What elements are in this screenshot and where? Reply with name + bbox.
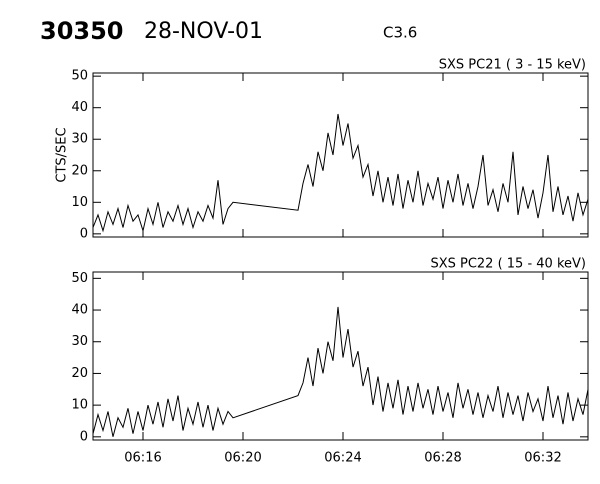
y-tick-label: 20 bbox=[71, 366, 88, 381]
y-tick-label: 30 bbox=[71, 132, 88, 147]
plot-frame bbox=[92, 72, 589, 238]
y-tick-label: 0 bbox=[80, 429, 88, 444]
y-tick-label: 10 bbox=[71, 195, 88, 210]
panel-title: SXS PC21 ( 3 - 15 keV) bbox=[439, 58, 586, 73]
y-axis-label: CTS/SEC bbox=[55, 127, 70, 182]
y-tick-label: 10 bbox=[71, 398, 88, 413]
panel-title: SXS PC22 ( 15 - 40 keV) bbox=[430, 257, 586, 272]
x-tick-label: 06:24 bbox=[324, 451, 361, 466]
y-tick-label: 20 bbox=[71, 163, 88, 178]
header-id: 30350 bbox=[40, 17, 124, 45]
y-tick-label: 30 bbox=[71, 334, 88, 349]
header-class: C3.6 bbox=[383, 24, 417, 42]
y-tick-label: 40 bbox=[71, 303, 88, 318]
data-line bbox=[92, 306, 589, 437]
x-tick-label: 06:20 bbox=[224, 451, 261, 466]
plot-frame bbox=[92, 271, 589, 441]
y-tick-label: 50 bbox=[71, 271, 88, 286]
x-tick-label: 06:28 bbox=[424, 451, 461, 466]
y-tick-label: 50 bbox=[71, 69, 88, 84]
y-tick-label: 0 bbox=[80, 226, 88, 241]
header-date: 28-NOV-01 bbox=[144, 19, 263, 44]
data-line bbox=[92, 113, 589, 233]
x-tick-label: 06:32 bbox=[524, 451, 561, 466]
x-tick-label: 06:16 bbox=[124, 451, 161, 466]
y-tick-label: 40 bbox=[71, 100, 88, 115]
